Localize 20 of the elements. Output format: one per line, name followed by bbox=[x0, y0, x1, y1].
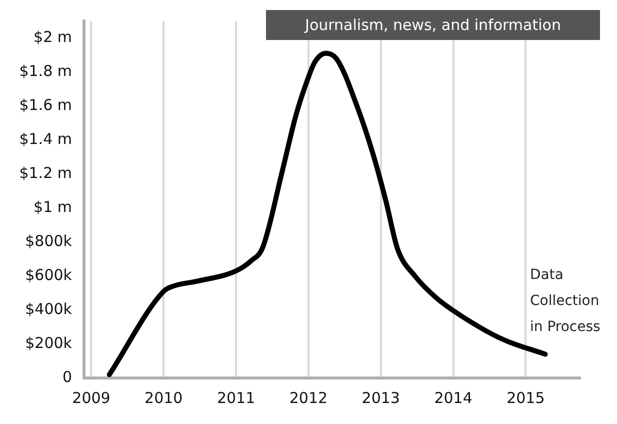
y-tick-label: $400k bbox=[25, 300, 72, 318]
x-tick-label: 2012 bbox=[289, 388, 328, 407]
y-tick-label: $1.6 m bbox=[19, 96, 72, 114]
x-tick-label: 2010 bbox=[144, 388, 183, 407]
y-tick-label: $1.2 m bbox=[19, 164, 72, 182]
y-tick-label: 0 bbox=[62, 368, 72, 386]
y-tick-label: $2 m bbox=[34, 28, 72, 46]
y-tick-label: $600k bbox=[25, 266, 72, 284]
y-tick-label: $1 m bbox=[34, 198, 72, 216]
y-tick-label: $800k bbox=[25, 232, 72, 250]
x-tick-label: 2011 bbox=[216, 388, 256, 407]
y-tick-label: $1.4 m bbox=[19, 130, 72, 148]
x-tick-label: 2014 bbox=[434, 388, 472, 407]
y-tick-label: $1.8 m bbox=[19, 62, 72, 80]
x-tick-label: 2009 bbox=[72, 388, 110, 407]
title-box: Journalism, news, and information bbox=[266, 10, 600, 40]
annotation: Data Collection in Process bbox=[530, 266, 602, 337]
x-tick-label: 2015 bbox=[506, 388, 545, 407]
x-tick-label: 2013 bbox=[362, 388, 400, 407]
y-tick-label: $200k bbox=[25, 334, 72, 352]
